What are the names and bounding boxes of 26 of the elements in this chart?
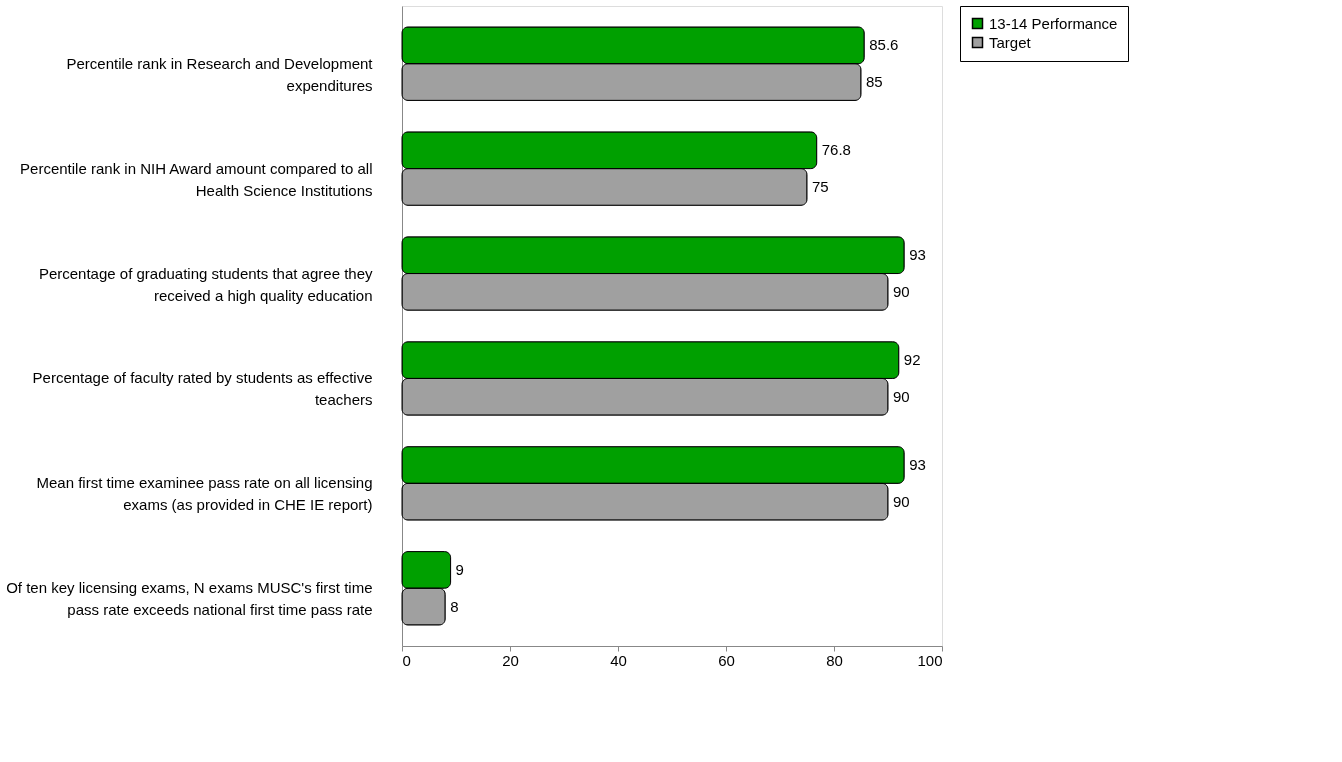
data-label: 75 (812, 177, 829, 195)
legend-label: 13-14 Performance (989, 14, 1118, 32)
data-label: 85.6 (869, 36, 899, 54)
data-label: 76.8 (821, 141, 851, 159)
data-label: 8 (450, 597, 459, 615)
data-label: 90 (893, 387, 910, 405)
x-tick-label: 20 (502, 651, 519, 669)
y-tick-label: Of ten key licensing exams, N exams MUSC's first time pass rate exceeds national first time pass rate (6, 579, 373, 619)
data-label: 90 (893, 282, 910, 300)
y-tick-label: Percentile rank in Research and Development expenditures (66, 54, 374, 94)
data-label: 93 (909, 456, 926, 474)
x-tick-label: 100 (917, 651, 943, 669)
y-tick-label: Percentage of graduating students that agree they received a high quality education (38, 264, 373, 304)
x-tick-label: 0 (402, 651, 411, 669)
y-tick-label: Percentage of faculty rated by students as effective teachers (32, 369, 373, 409)
data-label: 93 (909, 246, 926, 264)
x-tick-label: 80 (826, 651, 843, 669)
y-tick-label: Mean first time examinee pass rate on all licensing exams (as provided in CHE IE report) (36, 474, 373, 514)
x-tick-label: 40 (610, 651, 627, 669)
x-tick-label: 60 (718, 651, 735, 669)
y-tick-label: Percentile rank in NIH Award amount compared to all Health Science Institutions (20, 159, 373, 199)
data-label: 90 (893, 492, 910, 510)
legend-label: Target (989, 33, 1032, 51)
data-label: 92 (903, 351, 921, 369)
data-label: 9 (455, 560, 464, 578)
data-label: 85 (866, 73, 883, 91)
